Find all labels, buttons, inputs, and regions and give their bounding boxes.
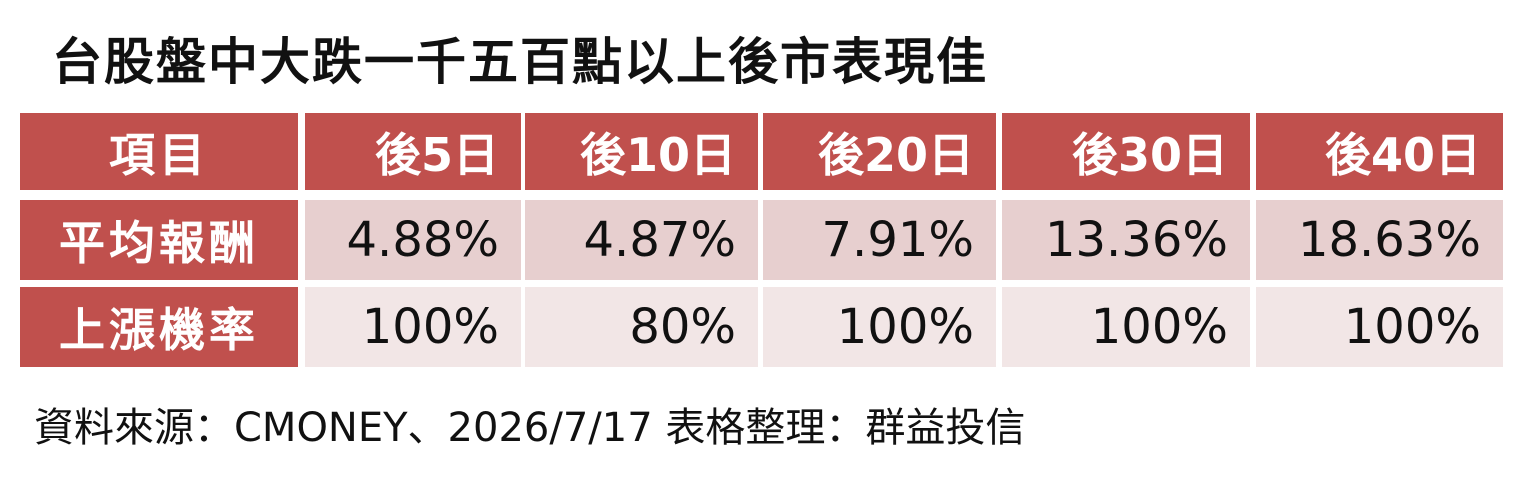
header-cell: 後20日: [763, 113, 996, 190]
data-cell: 13.36%: [1002, 200, 1250, 280]
data-cell: 100%: [305, 287, 521, 367]
data-cell: 80%: [525, 287, 758, 367]
data-cell: 18.63%: [1256, 200, 1503, 280]
header-cell: 後10日: [525, 113, 758, 190]
header-cell: 後40日: [1256, 113, 1503, 190]
source-note: 資料來源：CMONEY、2026/7/17 表格整理：群益投信: [34, 405, 1026, 451]
row-label: 上漲機率: [20, 287, 298, 367]
data-cell: 7.91%: [763, 200, 996, 280]
header-cell: 後30日: [1002, 113, 1250, 190]
data-cell: 4.88%: [305, 200, 521, 280]
data-cell: 100%: [1002, 287, 1250, 367]
data-cell: 4.87%: [525, 200, 758, 280]
data-cell: 100%: [763, 287, 996, 367]
header-cell: 後5日: [305, 113, 521, 190]
row-label: 平均報酬: [20, 200, 298, 280]
title: 台股盤中大跌一千五百點以上後市表現佳: [52, 33, 988, 91]
data-cell: 100%: [1256, 287, 1503, 367]
header-cell: 項目: [20, 113, 298, 190]
